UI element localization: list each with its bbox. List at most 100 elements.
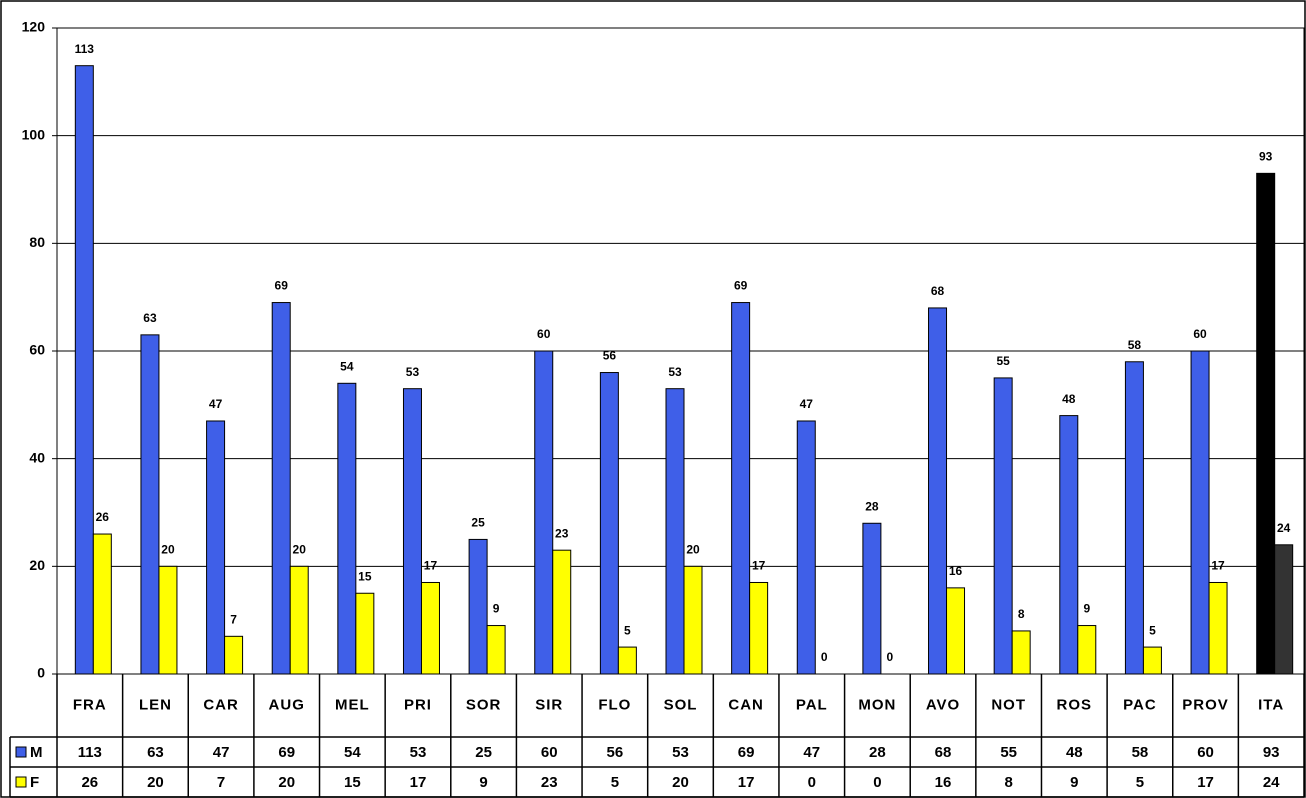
data-label: 17 (424, 559, 438, 573)
table-value: 93 (1263, 744, 1280, 761)
bar (468, 538, 488, 675)
data-label: 17 (1211, 559, 1225, 573)
x-tick-label: PROV (1182, 696, 1229, 713)
bar (617, 646, 637, 675)
bar (683, 565, 703, 675)
x-tick-label: FRA (73, 696, 107, 713)
data-label: 56 (603, 349, 617, 363)
data-label: 25 (471, 516, 485, 530)
table-value: 60 (1197, 744, 1214, 761)
table-value: 0 (873, 774, 881, 791)
x-tick-label: SOR (466, 696, 502, 713)
data-label: 55 (996, 354, 1010, 368)
bar (534, 350, 554, 675)
bar (337, 382, 357, 675)
data-label: 23 (555, 526, 569, 540)
y-tick-label: 0 (37, 665, 45, 681)
bar (552, 549, 572, 675)
bar (92, 533, 112, 675)
data-label: 20 (686, 543, 700, 557)
bar (1077, 625, 1097, 675)
bar (355, 592, 375, 675)
x-tick-label: NOT (991, 696, 1026, 713)
x-tick-label: ROS (1057, 696, 1093, 713)
data-label: 53 (668, 365, 682, 379)
data-label: 113 (75, 42, 95, 56)
bar (289, 565, 309, 675)
table-value: 25 (475, 744, 492, 761)
bar (1124, 361, 1144, 675)
table-value: 9 (1070, 774, 1078, 791)
data-label: 47 (209, 397, 223, 411)
table-value: 68 (935, 744, 952, 761)
data-label: 28 (865, 499, 879, 513)
y-tick-label: 20 (29, 557, 45, 573)
y-tick-label: 60 (29, 342, 45, 358)
data-label: 7 (230, 612, 237, 626)
bar (599, 372, 619, 675)
legend-key (15, 776, 27, 788)
data-label: 60 (1193, 327, 1207, 341)
table-value: 24 (1263, 774, 1280, 791)
table-value: 0 (808, 774, 816, 791)
table-value: 26 (81, 774, 98, 791)
table-value: 47 (803, 744, 820, 761)
data-label: 0 (887, 650, 894, 664)
table-value: 20 (147, 774, 164, 791)
table-value: 15 (344, 774, 361, 791)
x-tick-label: MEL (335, 696, 370, 713)
bar (1142, 646, 1162, 675)
table-value: 47 (213, 744, 230, 761)
bar (206, 420, 226, 675)
bar (946, 587, 966, 675)
data-label: 5 (624, 623, 631, 637)
bar (1059, 415, 1079, 675)
bar (1011, 630, 1031, 675)
legend-label: M (30, 744, 43, 761)
table-value: 17 (738, 774, 755, 791)
y-tick-label: 80 (29, 234, 45, 250)
bar (993, 377, 1013, 675)
x-tick-label: SOL (664, 696, 698, 713)
y-tick-label: 40 (29, 449, 45, 465)
y-tick-label: 100 (22, 126, 46, 142)
data-label: 58 (1128, 338, 1142, 352)
data-label: 69 (275, 279, 289, 293)
bar (271, 302, 291, 675)
table-value: 113 (78, 744, 102, 761)
x-tick-label: AVO (926, 696, 960, 713)
table-value: 9 (479, 774, 487, 791)
table-value: 56 (607, 744, 624, 761)
x-tick-label: LEN (139, 696, 172, 713)
data-label: 68 (931, 284, 945, 298)
data-label: 93 (1259, 150, 1273, 164)
data-label: 20 (293, 543, 307, 557)
table-value: 17 (1197, 774, 1214, 791)
x-tick-label: PAC (1123, 696, 1157, 713)
data-label: 69 (734, 279, 748, 293)
table-value: 55 (1000, 744, 1017, 761)
table-value: 5 (1136, 774, 1144, 791)
table-value: 53 (410, 744, 427, 761)
data-label: 9 (493, 602, 500, 616)
bar (1190, 350, 1210, 675)
legend-key (15, 746, 27, 758)
x-tick-label: SIR (535, 696, 563, 713)
data-label: 17 (752, 559, 766, 573)
bar (402, 388, 422, 675)
x-tick-label: PRI (404, 696, 432, 713)
x-tick-label: CAR (203, 696, 239, 713)
legend-label: F (30, 774, 39, 791)
x-tick-label: MON (858, 696, 896, 713)
bar (224, 635, 244, 675)
data-label: 20 (161, 543, 175, 557)
table-value: 63 (147, 744, 164, 761)
table-value: 16 (935, 774, 952, 791)
data-label: 48 (1062, 392, 1076, 406)
data-label: 0 (821, 650, 828, 664)
table-value: 54 (344, 744, 361, 761)
bar (749, 581, 769, 675)
x-tick-label: CAN (728, 696, 764, 713)
x-tick-label: AUG (269, 696, 305, 713)
